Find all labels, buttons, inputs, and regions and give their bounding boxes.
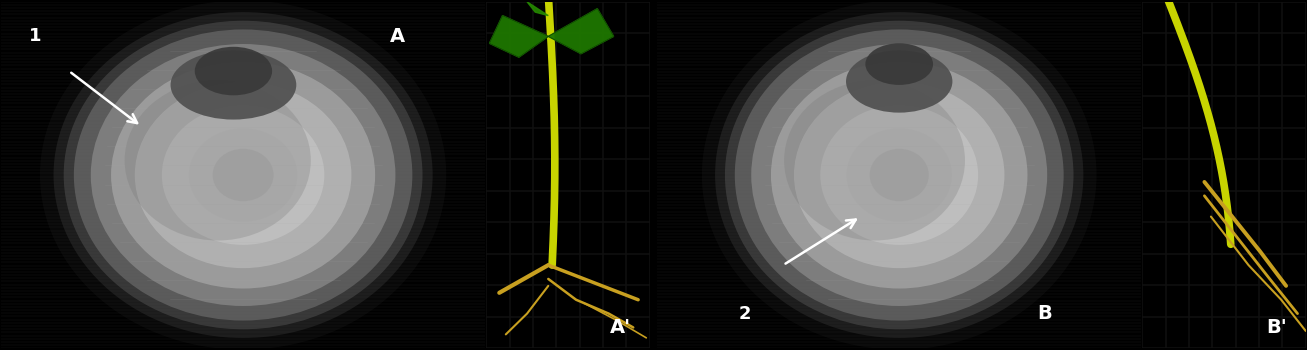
Text: A': A' (609, 318, 631, 337)
Ellipse shape (702, 0, 1097, 350)
Ellipse shape (846, 50, 953, 113)
Ellipse shape (735, 29, 1064, 321)
Ellipse shape (64, 21, 422, 329)
Ellipse shape (213, 149, 273, 201)
Text: B: B (1036, 304, 1052, 323)
Ellipse shape (821, 105, 978, 245)
Ellipse shape (793, 82, 1005, 268)
Ellipse shape (195, 47, 272, 95)
Polygon shape (548, 9, 614, 54)
Ellipse shape (73, 29, 412, 321)
Ellipse shape (190, 128, 297, 222)
Ellipse shape (135, 82, 352, 268)
Ellipse shape (771, 62, 1027, 288)
Ellipse shape (90, 44, 396, 306)
Ellipse shape (725, 21, 1073, 329)
Ellipse shape (869, 149, 929, 201)
Ellipse shape (41, 0, 446, 350)
Text: A: A (391, 27, 405, 46)
Polygon shape (489, 16, 548, 57)
Ellipse shape (784, 80, 965, 240)
Text: B': B' (1266, 318, 1286, 337)
Ellipse shape (865, 43, 933, 85)
Ellipse shape (715, 12, 1084, 338)
Ellipse shape (162, 105, 324, 245)
Ellipse shape (847, 128, 951, 222)
Text: 1: 1 (29, 27, 42, 46)
Ellipse shape (170, 50, 297, 120)
Polygon shape (527, 2, 548, 16)
Text: 2: 2 (738, 304, 750, 323)
Ellipse shape (54, 12, 433, 338)
Ellipse shape (752, 44, 1047, 306)
Ellipse shape (111, 62, 375, 288)
Ellipse shape (124, 80, 311, 240)
